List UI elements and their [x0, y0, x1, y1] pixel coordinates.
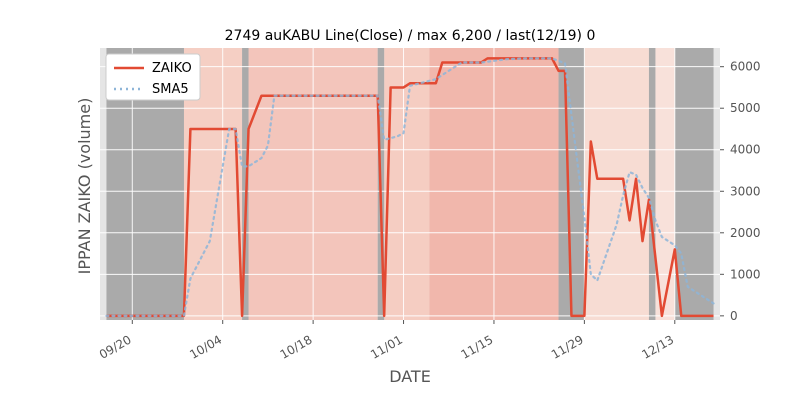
y-tick-label-4: 4000 — [730, 143, 761, 157]
x-tick-label-6: 12/13 — [639, 332, 676, 361]
background-band-5 — [655, 48, 675, 320]
y-tick-label-3: 3000 — [730, 184, 761, 198]
y-axis-label: IPPAN ZAIKO (volume) — [75, 98, 94, 275]
x-axis-ticks: 09/20 10/04 10/18 11/01 11/15 11/29 12/13 — [97, 320, 676, 362]
x-axis-label: DATE — [389, 367, 431, 386]
y-tick-label-6: 6000 — [730, 60, 761, 74]
legend-label-zaiko: ZAIKO — [152, 61, 192, 76]
weekend-band-4 — [648, 48, 656, 320]
x-tick-label-0: 09/20 — [97, 332, 134, 361]
legend-box — [105, 53, 201, 101]
background-bands — [183, 48, 675, 320]
chart-title: 2749 auKABU Line(Close) / max 6,200 / la… — [225, 28, 596, 44]
x-tick-label-5: 11/29 — [549, 332, 586, 361]
legend: ZAIKO SMA5 — [105, 53, 201, 101]
background-band-4 — [584, 48, 649, 320]
x-tick-label-3: 11/01 — [368, 332, 405, 361]
y-tick-label-1: 1000 — [730, 267, 761, 281]
series-lines — [105, 57, 715, 318]
x-tick-label-4: 11/15 — [458, 332, 495, 361]
y-tick-label-2: 2000 — [730, 226, 761, 240]
legend-label-sma5: SMA5 — [152, 82, 189, 97]
plot-area — [100, 48, 720, 320]
sma5-series-line — [105, 57, 715, 317]
y-axis-ticks: 0 1000 2000 3000 4000 5000 6000 — [720, 60, 761, 323]
zaiko-series-line — [106, 57, 714, 318]
grid-lines — [100, 48, 720, 320]
x-tick-label-1: 10/04 — [187, 332, 224, 361]
y-tick-label-0: 0 — [730, 309, 738, 323]
weekend-band-1 — [242, 48, 249, 320]
weekend-band-5 — [674, 48, 714, 320]
y-tick-label-5: 5000 — [730, 101, 761, 115]
x-tick-label-2: 10/18 — [278, 332, 315, 361]
